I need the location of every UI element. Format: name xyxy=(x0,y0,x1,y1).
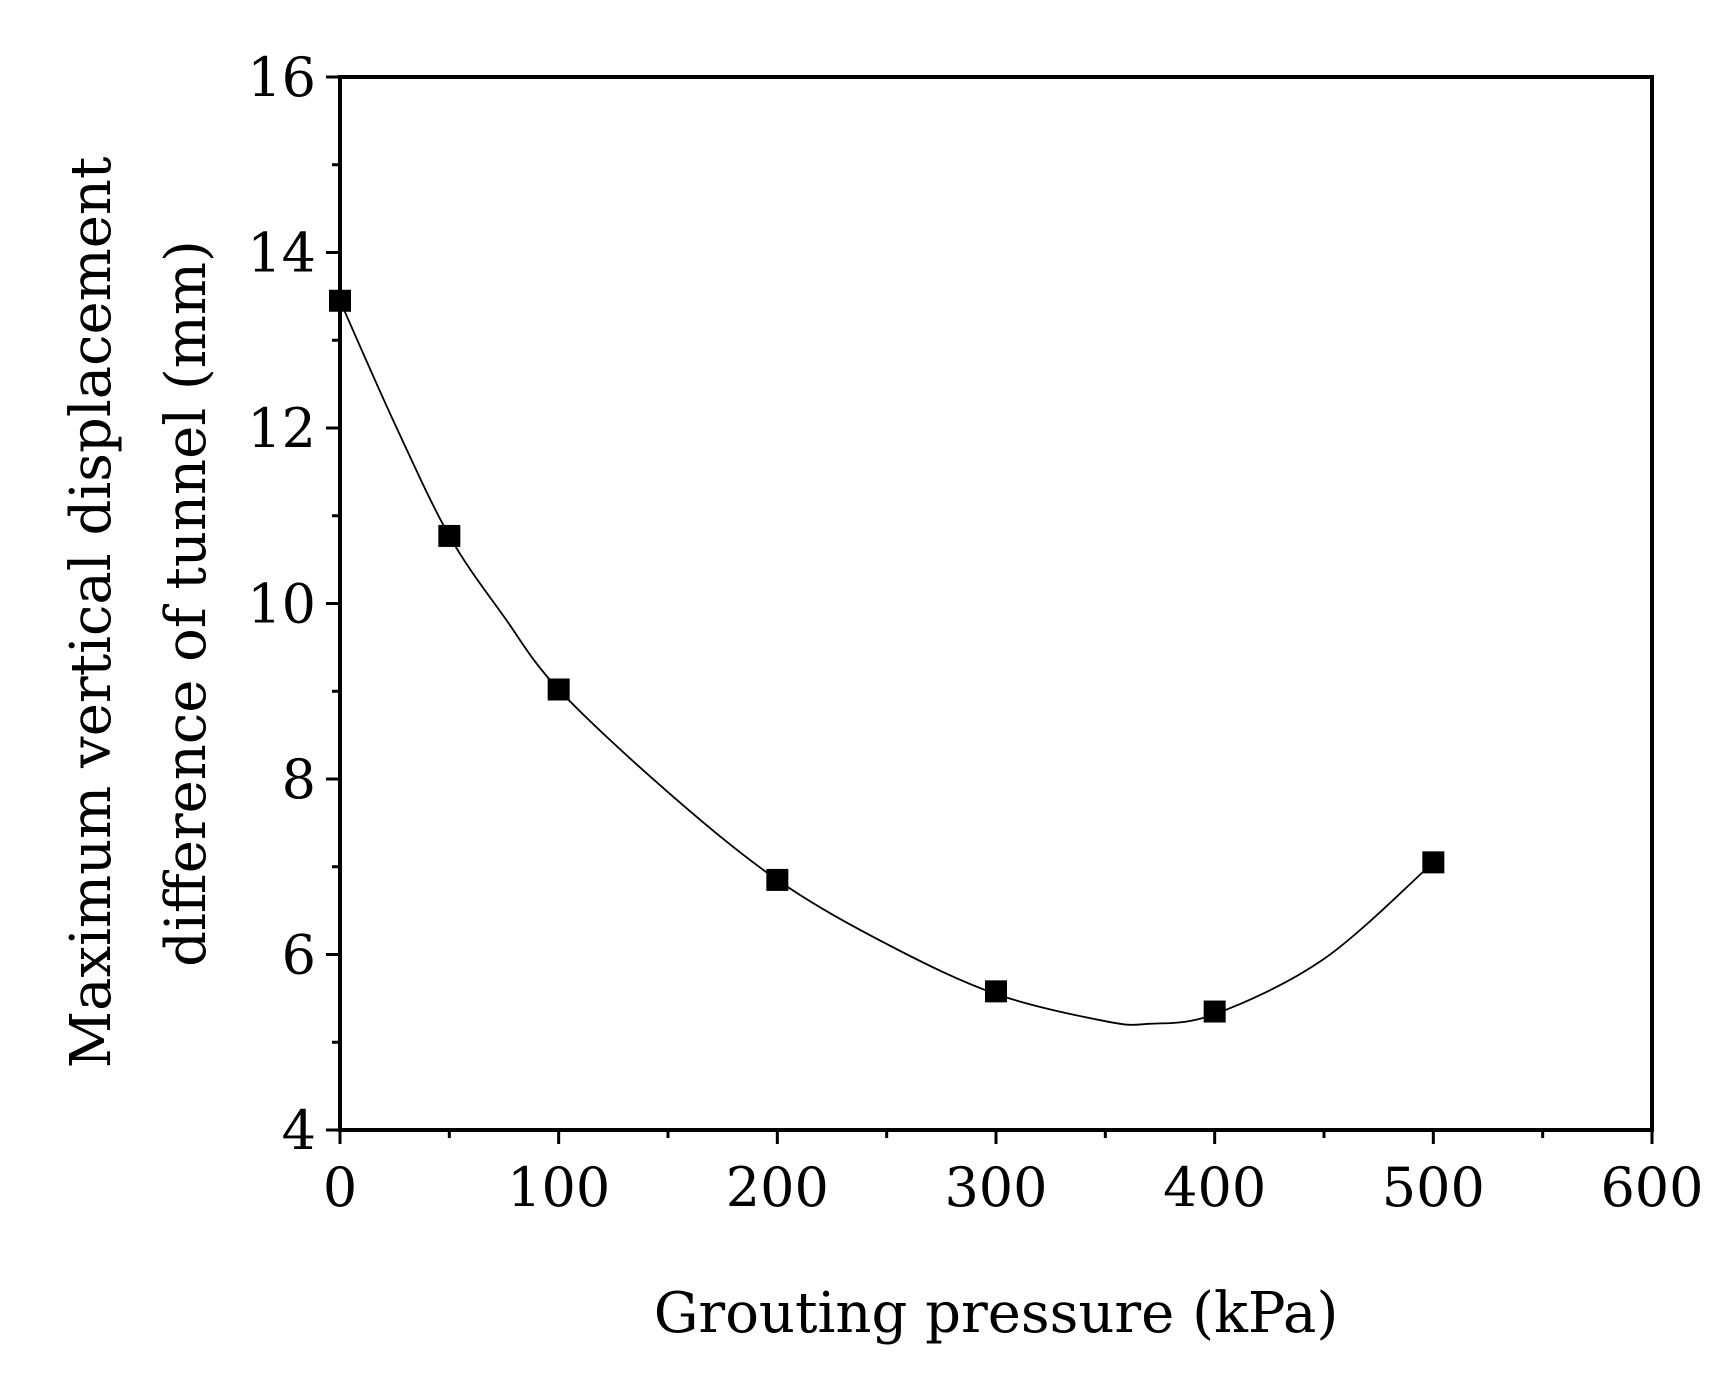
data-point-marker xyxy=(438,524,461,547)
y-axis-title-line-1: Maximum vertical displacement xyxy=(59,156,124,1068)
x-tick-label: 100 xyxy=(507,1156,610,1219)
y-tick-label: 12 xyxy=(247,397,316,460)
plot-border xyxy=(338,75,1654,1132)
y-tick-label: 6 xyxy=(282,924,316,987)
y-tick-label: 4 xyxy=(282,1099,316,1162)
y-tick-label: 10 xyxy=(247,573,316,636)
x-tick-label: 400 xyxy=(1163,1156,1266,1219)
y-tick-label: 8 xyxy=(282,748,316,811)
x-tick-label: 600 xyxy=(1600,1156,1703,1219)
y-axis-title-line-2: difference of tunnel (mm) xyxy=(154,240,219,967)
y-tick-label: 14 xyxy=(247,222,316,285)
tick-labels: 0 100 200 300 400 500 600 4 6 8 10 12 14 16 xyxy=(247,46,1703,1219)
x-tick-label: 0 xyxy=(323,1156,357,1219)
data-point-marker xyxy=(1422,851,1445,874)
x-tick-label: 300 xyxy=(944,1156,1047,1219)
plot-frame xyxy=(338,75,1654,1132)
data-point-marker xyxy=(985,980,1007,1003)
data-point-marker xyxy=(1203,1000,1226,1023)
y-tick-label: 16 xyxy=(247,46,316,109)
data-point-marker xyxy=(547,678,570,701)
x-tick-label: 500 xyxy=(1382,1156,1485,1219)
fit-curve-line xyxy=(339,300,1434,1026)
data-point-marker xyxy=(329,289,351,312)
data-point-marker xyxy=(766,868,789,891)
axis-ticks xyxy=(326,75,1654,1144)
x-axis-title: Grouting pressure (kPa) xyxy=(654,1281,1339,1346)
data-points xyxy=(329,289,1445,1023)
x-tick-label: 200 xyxy=(726,1156,829,1219)
fit-curve-group xyxy=(339,300,1434,1026)
y-axis-title: Maximum vertical displacement difference… xyxy=(59,139,219,1068)
